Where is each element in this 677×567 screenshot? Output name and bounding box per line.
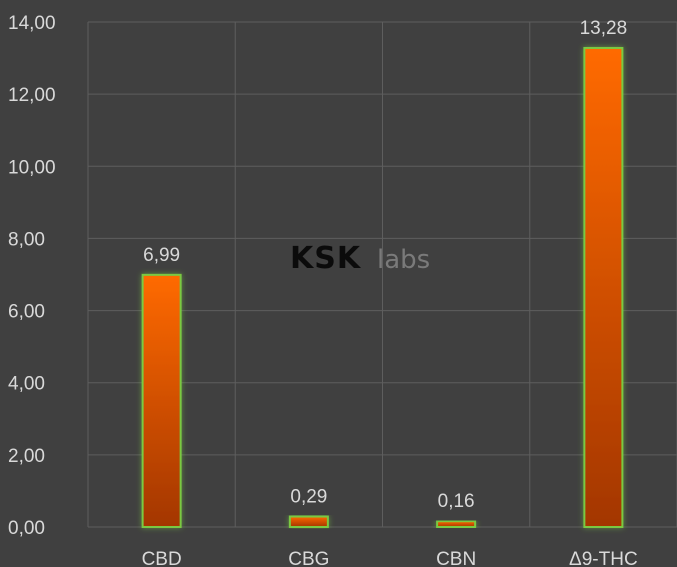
watermark-suffix: labs bbox=[377, 245, 430, 275]
data-label: 0,16 bbox=[438, 491, 475, 512]
bar-2 bbox=[436, 520, 477, 529]
y-axis-tick-labels: 0,00 2,00 4,00 6,00 8,00 10,00 12,00 14,00 bbox=[8, 13, 56, 539]
x-axis-category-labels: CBD CBG CBN Δ9-THC bbox=[142, 549, 638, 567]
x-category-label: CBG bbox=[288, 549, 329, 567]
ksk-labs-watermark-logo: KSK labs bbox=[290, 241, 430, 276]
x-category-label: Δ9-THC bbox=[569, 549, 638, 567]
bar-series bbox=[141, 46, 624, 529]
bar-3 bbox=[583, 46, 624, 528]
data-label: 0,29 bbox=[290, 487, 327, 508]
y-tick-label: 14,00 bbox=[8, 13, 56, 34]
y-tick-label: 12,00 bbox=[8, 85, 56, 106]
bar-0 bbox=[141, 273, 182, 528]
x-category-label: CBN bbox=[436, 549, 476, 567]
x-category-label: CBD bbox=[142, 549, 182, 567]
watermark-brand: KSK bbox=[290, 241, 362, 276]
y-tick-label: 0,00 bbox=[8, 518, 45, 539]
y-tick-label: 8,00 bbox=[8, 229, 45, 250]
gridlines bbox=[87, 21, 677, 528]
bar-1 bbox=[288, 515, 329, 529]
y-tick-label: 2,00 bbox=[8, 446, 45, 467]
data-label: 13,28 bbox=[580, 18, 628, 39]
data-label: 6,99 bbox=[143, 245, 180, 266]
y-tick-label: 10,00 bbox=[8, 157, 56, 178]
data-labels: 6,99 0,29 0,16 13,28 bbox=[143, 18, 627, 512]
y-tick-label: 6,00 bbox=[8, 302, 45, 323]
y-tick-label: 4,00 bbox=[8, 374, 45, 395]
